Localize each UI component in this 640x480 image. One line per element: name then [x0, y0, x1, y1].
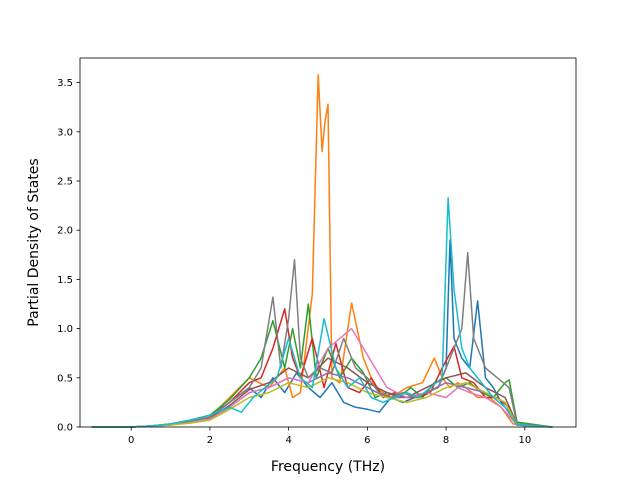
- series-layer: [91, 73, 553, 428]
- x-tick-label: 10: [518, 435, 531, 446]
- x-tick-label: 2: [207, 435, 213, 446]
- y-tick-label: 0.5: [57, 373, 73, 384]
- y-tick-label: 1.0: [57, 324, 73, 335]
- series-line-9: [91, 377, 553, 428]
- y-tick-label: 1.5: [57, 275, 73, 286]
- y-tick-label: 3.0: [57, 127, 73, 138]
- series-line-8: [91, 252, 553, 428]
- y-axis-label: Partial Density of States: [26, 158, 42, 326]
- x-tick-label: 4: [285, 435, 291, 446]
- series-line-7: [91, 327, 553, 428]
- x-axis-label: Frequency (THz): [271, 459, 385, 475]
- ticks-layer: 0 2 4 6 8 10 0.0 0.5 1.0 1.5 2.0 2.5 3.0 3.5: [57, 78, 531, 446]
- series-line-2: [91, 73, 553, 428]
- plot-frame: [79, 57, 577, 428]
- series-line-10: [91, 196, 553, 428]
- x-tick-label: 8: [443, 435, 449, 446]
- y-tick-label: 3.5: [57, 78, 73, 89]
- y-tick-label: 0.0: [57, 423, 73, 434]
- series-line-3: [91, 303, 553, 428]
- y-tick-label: 2.0: [57, 226, 73, 237]
- x-tick-label: 6: [364, 435, 370, 446]
- x-tick-label: 0: [128, 435, 134, 446]
- y-tick-label: 2.5: [57, 177, 73, 188]
